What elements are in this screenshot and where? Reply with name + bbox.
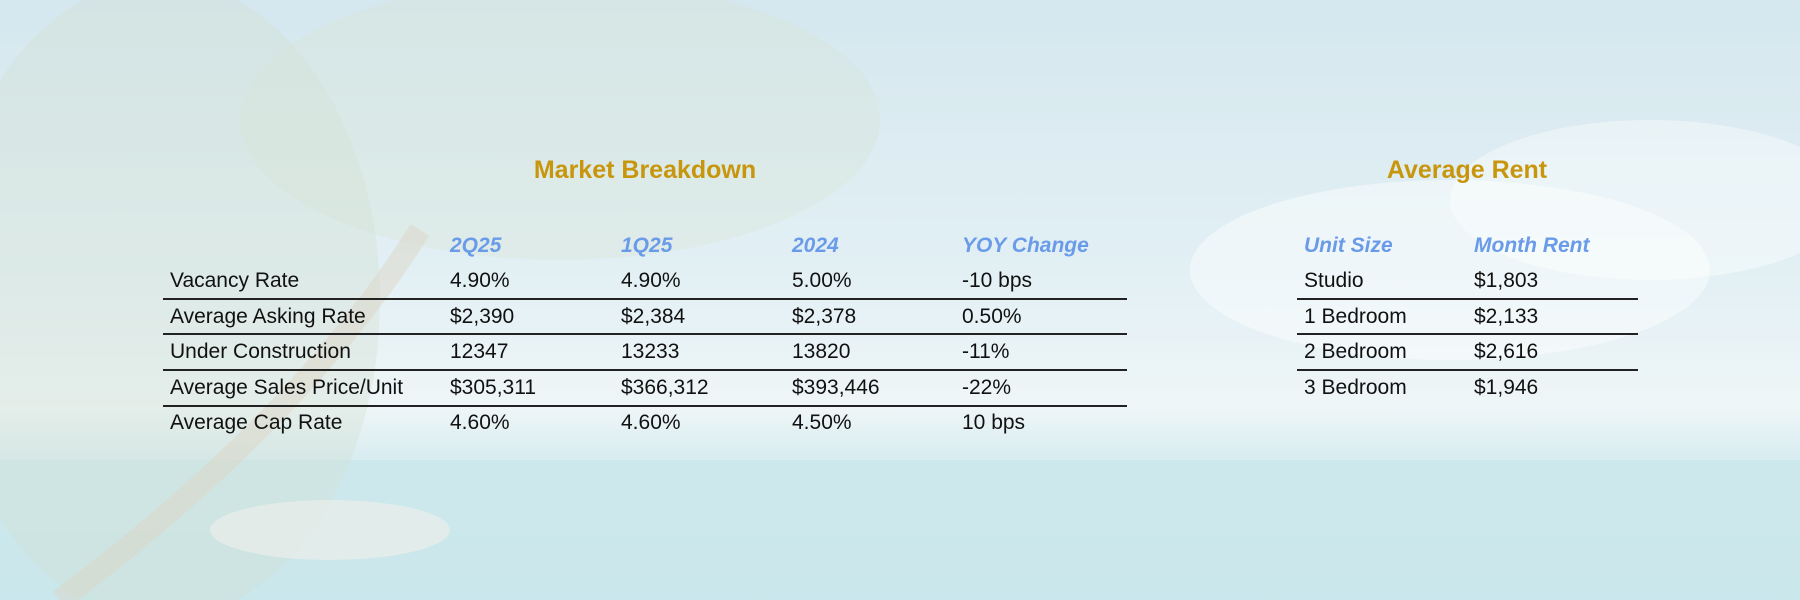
row-label: 1 Bedroom — [1304, 304, 1407, 328]
cell-value: 4.60% — [450, 411, 510, 435]
cell-value: -11% — [962, 340, 1010, 364]
cell-value: $2,378 — [792, 304, 857, 328]
column-header: 2Q25 — [450, 234, 502, 257]
cell-value: $305,311 — [450, 375, 537, 399]
column-header: Unit Size — [1304, 234, 1393, 257]
row-label: Average Sales Price/Unit — [170, 375, 404, 399]
row-label: Studio — [1304, 269, 1364, 292]
row-divider — [163, 404, 1127, 407]
cell-value: $2,133 — [1474, 304, 1539, 328]
cell-value: $1,946 — [1474, 375, 1539, 399]
column-header: YOY Change — [962, 234, 1089, 257]
row-divider — [163, 297, 1127, 300]
cell-value: 13233 — [621, 340, 680, 364]
row-label: Average Asking Rate — [170, 304, 366, 328]
cell-value: $366,312 — [621, 375, 709, 399]
row-divider — [1297, 369, 1638, 371]
cell-value: 4.60% — [621, 411, 681, 435]
cell-value: 13820 — [792, 340, 851, 364]
cell-value: 0.50% — [962, 304, 1022, 328]
column-header: Month Rent — [1474, 234, 1590, 257]
column-header: 1Q25 — [621, 234, 673, 257]
cell-value: 10 bps — [962, 411, 1026, 435]
row-divider — [1297, 297, 1638, 300]
cell-value: $2,616 — [1474, 340, 1539, 364]
row-label: Under Construction — [170, 340, 351, 364]
cell-value: $393,446 — [792, 375, 880, 399]
cell-value: 4.50% — [792, 411, 852, 435]
row-label: Average Cap Rate — [170, 411, 343, 435]
cell-value: 12347 — [450, 340, 509, 364]
row-label: 3 Bedroom — [1304, 375, 1407, 399]
cell-value: 4.90% — [621, 269, 681, 292]
column-header: 2024 — [792, 234, 839, 257]
table-title: Average Rent — [1386, 156, 1548, 184]
cell-value: -10 bps — [962, 269, 1033, 292]
cell-value: 5.00% — [792, 269, 852, 292]
row-label: 2 Bedroom — [1304, 340, 1407, 364]
row-divider — [163, 369, 1127, 371]
cell-value: 4.90% — [450, 269, 510, 292]
row-divider — [1297, 333, 1638, 336]
cell-value: $1,803 — [1474, 269, 1539, 292]
cell-value: -22% — [962, 375, 1012, 399]
table-title: Market Breakdown — [533, 156, 757, 184]
cell-value: $2,384 — [621, 304, 686, 328]
cell-value: $2,390 — [450, 304, 515, 328]
row-label: Vacancy Rate — [170, 269, 300, 292]
row-divider — [163, 333, 1127, 336]
